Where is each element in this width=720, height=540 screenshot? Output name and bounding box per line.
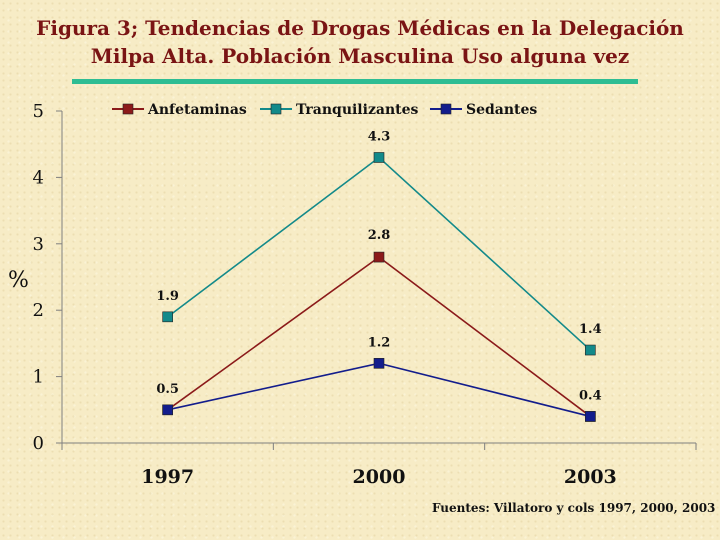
data-point-tranquilizantes <box>162 311 173 323</box>
source-note: Fuentes: Villatoro y cols 1997, 2000, 20… <box>432 501 716 515</box>
data-point-anfetaminas <box>373 251 385 263</box>
title-line-1: Figura 3; Tendencias de Drogas Médicas e… <box>36 16 684 40</box>
y-tick-label: 4 <box>33 167 44 188</box>
legend-marker <box>270 103 282 115</box>
y-tick-label: 0 <box>33 433 44 454</box>
data-point-sedantes <box>373 358 385 369</box>
data-point-sedantes <box>162 404 173 416</box>
data-label: 2.8 <box>368 228 391 243</box>
data-point-sedantes <box>585 411 596 422</box>
y-tick-label: 5 <box>33 101 44 122</box>
data-label: 1.4 <box>579 322 602 337</box>
data-label: 0.4 <box>579 388 602 403</box>
chart-title: Figura 3; Tendencias de Drogas Médicas e… <box>0 14 720 70</box>
legend-marker <box>122 103 134 115</box>
legend-label-anfetaminas: Anfetaminas <box>147 102 247 118</box>
legend-marker <box>440 103 452 115</box>
data-label: 1.2 <box>368 335 391 350</box>
y-tick-label: 3 <box>33 234 44 255</box>
title-divider <box>72 79 638 84</box>
data-label: 4.3 <box>368 129 391 144</box>
data-point-tranquilizantes <box>585 344 596 356</box>
y-axis-label: % <box>8 268 29 293</box>
data-label: 1.9 <box>156 289 179 304</box>
data-label: 0.5 <box>156 382 179 397</box>
legend-label-tranquilizantes: Tranquilizantes <box>296 102 419 118</box>
series-line-sedantes <box>167 362 591 418</box>
legend-label-sedantes: Sedantes <box>466 102 537 118</box>
x-tick-label: 1997 <box>141 466 194 488</box>
x-tick-label: 2000 <box>353 466 406 488</box>
data-point-tranquilizantes <box>373 152 385 163</box>
x-tick-label: 2003 <box>564 466 617 488</box>
y-tick-label: 2 <box>33 300 44 321</box>
y-tick-label: 1 <box>33 367 44 388</box>
title-line-2: Milpa Alta. Población Masculina Uso algu… <box>90 44 630 68</box>
